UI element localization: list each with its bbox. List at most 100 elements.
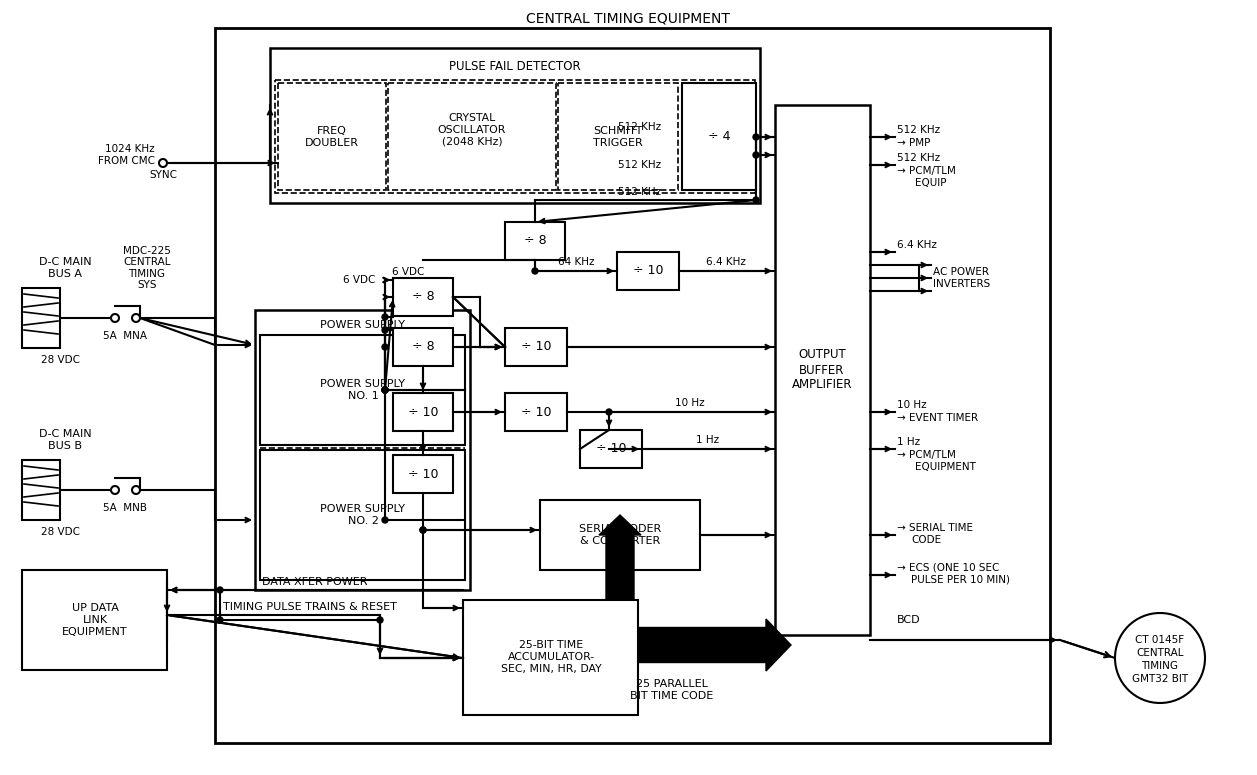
Circle shape xyxy=(1115,613,1205,703)
Text: POWER SUPPLY: POWER SUPPLY xyxy=(321,320,406,330)
Bar xyxy=(505,393,567,431)
Bar xyxy=(393,393,453,431)
Bar xyxy=(505,222,564,260)
Text: ÷ 8: ÷ 8 xyxy=(524,235,547,247)
Text: ÷ 8: ÷ 8 xyxy=(412,340,435,353)
Circle shape xyxy=(753,134,759,140)
Text: 28 VDC: 28 VDC xyxy=(41,527,80,537)
Bar xyxy=(260,450,465,580)
Text: 5A  MNB: 5A MNB xyxy=(103,503,147,513)
Bar xyxy=(23,570,167,670)
Bar xyxy=(579,430,642,468)
Text: PULSE PER 10 MIN): PULSE PER 10 MIN) xyxy=(911,575,1011,585)
Text: 64 KHz: 64 KHz xyxy=(558,257,595,267)
Bar xyxy=(393,328,453,366)
Bar xyxy=(393,278,453,316)
Text: DATA XFER POWER: DATA XFER POWER xyxy=(263,577,368,587)
Text: 512 KHz: 512 KHz xyxy=(618,187,661,197)
Bar xyxy=(23,460,60,520)
Bar xyxy=(393,455,453,493)
Text: ÷ 10: ÷ 10 xyxy=(407,405,439,418)
Text: OUTPUT
BUFFER
AMPLIFIER: OUTPUT BUFFER AMPLIFIER xyxy=(792,349,852,391)
Text: CODE: CODE xyxy=(911,535,941,545)
Text: → ECS (ONE 10 SEC: → ECS (ONE 10 SEC xyxy=(897,563,999,573)
Bar xyxy=(215,28,1050,743)
Circle shape xyxy=(111,486,119,494)
Circle shape xyxy=(420,527,426,533)
Bar xyxy=(270,48,760,203)
Text: 512 KHz: 512 KHz xyxy=(618,160,661,170)
FancyArrow shape xyxy=(639,619,791,671)
Bar xyxy=(388,83,556,190)
Text: TIMING PULSE TRAINS & RESET: TIMING PULSE TRAINS & RESET xyxy=(222,602,397,612)
Circle shape xyxy=(420,527,426,533)
Bar xyxy=(683,83,755,190)
Circle shape xyxy=(217,617,222,623)
Text: CENTRAL: CENTRAL xyxy=(1136,648,1184,658)
Text: → SERIAL TIME: → SERIAL TIME xyxy=(897,523,973,533)
Text: UP DATA
LINK
EQUIPMENT: UP DATA LINK EQUIPMENT xyxy=(62,604,128,636)
Text: PULSE FAIL DETECTOR: PULSE FAIL DETECTOR xyxy=(449,60,581,74)
Text: 512 KHz: 512 KHz xyxy=(618,122,661,132)
Text: FREQ
DOUBLER: FREQ DOUBLER xyxy=(305,126,360,148)
Bar xyxy=(23,288,60,348)
Text: → EVENT TIMER: → EVENT TIMER xyxy=(897,413,978,423)
Bar xyxy=(255,310,470,590)
Text: GMT32 BIT: GMT32 BIT xyxy=(1133,674,1188,684)
Text: 512 KHz: 512 KHz xyxy=(897,125,940,135)
Text: POWER SUPPLY
NO. 1: POWER SUPPLY NO. 1 xyxy=(321,379,406,401)
Circle shape xyxy=(606,409,612,415)
Text: BCD: BCD xyxy=(897,615,920,625)
Text: ÷ 8: ÷ 8 xyxy=(412,291,435,304)
Text: 6.4 KHz: 6.4 KHz xyxy=(706,257,745,267)
Circle shape xyxy=(753,152,759,158)
Text: SERIAL CODER
& CONVERTER: SERIAL CODER & CONVERTER xyxy=(579,524,661,546)
Text: 28 VDC: 28 VDC xyxy=(41,355,80,365)
Circle shape xyxy=(382,387,388,393)
Circle shape xyxy=(158,159,167,167)
Text: EQUIP: EQUIP xyxy=(915,178,947,188)
Text: ÷ 4: ÷ 4 xyxy=(708,130,730,143)
Text: CENTRAL TIMING EQUIPMENT: CENTRAL TIMING EQUIPMENT xyxy=(527,11,730,25)
Circle shape xyxy=(377,617,383,623)
Text: 10 Hz: 10 Hz xyxy=(675,398,705,408)
Text: 6.4 KHz: 6.4 KHz xyxy=(897,240,936,250)
Text: 10 Hz: 10 Hz xyxy=(897,400,926,410)
Text: SCHMITT
TRIGGER: SCHMITT TRIGGER xyxy=(593,126,642,148)
Circle shape xyxy=(753,197,759,203)
Circle shape xyxy=(382,517,388,523)
Bar xyxy=(505,328,567,366)
Circle shape xyxy=(217,587,222,593)
Text: CT 0145F: CT 0145F xyxy=(1135,635,1184,645)
Bar xyxy=(776,105,870,635)
Circle shape xyxy=(132,486,140,494)
Bar xyxy=(275,80,755,193)
Text: ÷ 10: ÷ 10 xyxy=(596,443,626,456)
Bar xyxy=(541,500,700,570)
Text: → PCM/TLM: → PCM/TLM xyxy=(897,450,955,460)
Circle shape xyxy=(382,387,388,393)
FancyArrow shape xyxy=(600,515,641,600)
Bar xyxy=(617,252,679,290)
Text: MDC-225
CENTRAL
TIMING
SYS: MDC-225 CENTRAL TIMING SYS xyxy=(123,246,171,291)
Text: ÷ 10: ÷ 10 xyxy=(407,467,439,480)
Text: 1 Hz: 1 Hz xyxy=(696,435,719,445)
Text: CRYSTAL
OSCILLATOR
(2048 KHz): CRYSTAL OSCILLATOR (2048 KHz) xyxy=(437,113,507,146)
Circle shape xyxy=(132,314,140,322)
Text: 5A  MNA: 5A MNA xyxy=(103,331,147,341)
Circle shape xyxy=(382,387,388,393)
Text: 6 VDC: 6 VDC xyxy=(392,267,425,277)
Text: AC POWER
INVERTERS: AC POWER INVERTERS xyxy=(933,267,991,289)
Text: 512 KHz: 512 KHz xyxy=(897,153,940,163)
Text: → PCM/TLM: → PCM/TLM xyxy=(897,166,955,176)
Text: 6 VDC: 6 VDC xyxy=(343,275,375,285)
Text: SYNC: SYNC xyxy=(150,170,177,180)
Text: 25-BIT TIME
ACCUMULATOR-
SEC, MIN, HR, DAY: 25-BIT TIME ACCUMULATOR- SEC, MIN, HR, D… xyxy=(500,640,601,673)
Text: 1024 KHz
FROM CMC: 1024 KHz FROM CMC xyxy=(98,144,155,166)
Text: 25 PARALLEL
BIT TIME CODE: 25 PARALLEL BIT TIME CODE xyxy=(630,679,714,701)
Circle shape xyxy=(382,344,388,350)
Circle shape xyxy=(532,268,538,274)
Text: D-C MAIN
BUS A: D-C MAIN BUS A xyxy=(39,257,92,279)
Bar xyxy=(278,83,386,190)
Circle shape xyxy=(382,327,388,333)
